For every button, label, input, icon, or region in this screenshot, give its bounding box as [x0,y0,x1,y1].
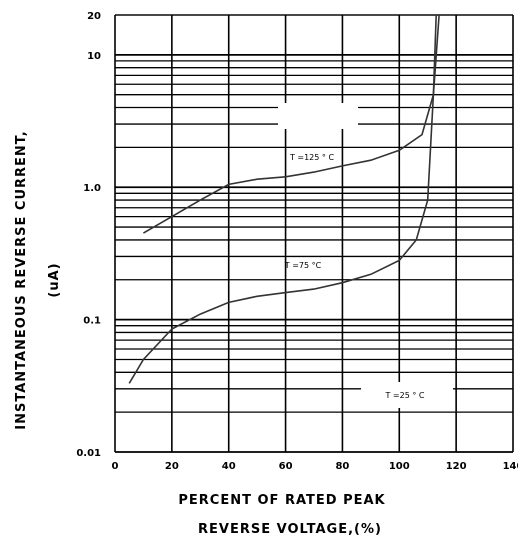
x-tick-label: 80 [335,461,349,472]
y-tick-label: 1.0 [83,183,101,194]
curve-labels: T =125 ° C T =75 °C T =25 ° C [284,153,425,400]
y-axis-title-line2: (uA) [47,262,62,297]
curves [128,14,440,384]
series-label-1: T =75 °C [284,261,322,270]
series-label-0: T =125 ° C [289,153,334,162]
x-tick-label: 40 [222,461,236,472]
label-box-25 [361,382,453,408]
x-tick-label: 0 [112,461,119,472]
x-tick-label: 100 [389,461,410,472]
label-box-125 [278,103,358,129]
series-line-0 [142,14,440,234]
x-tick-label: 20 [165,461,179,472]
x-axis-title-line1: PERCENT OF RATED PEAK [178,493,385,508]
grid [114,14,514,453]
x-tick-label: 60 [279,461,293,472]
x-tick-label: 120 [446,461,467,472]
x-axis-title-line2: REVERSE VOLTAGE,(%) [198,522,382,537]
y-tick-label: 10 [87,51,101,62]
y-axis-title-line1: INSTANTANEOUS REVERSE CURRENT, [14,130,29,430]
y-tick-label: 0.01 [76,448,101,459]
y-tick-label: 20 [87,11,101,22]
series-label-2: T =25 ° C [385,391,425,400]
y-tick-label: 0.1 [83,316,101,327]
series-line-1 [128,14,437,384]
x-tick-label: 140 [503,461,518,472]
tick-labels: 0 20 40 60 80 100 120 140 0.01 0.1 1.0 10 20 [76,11,518,472]
